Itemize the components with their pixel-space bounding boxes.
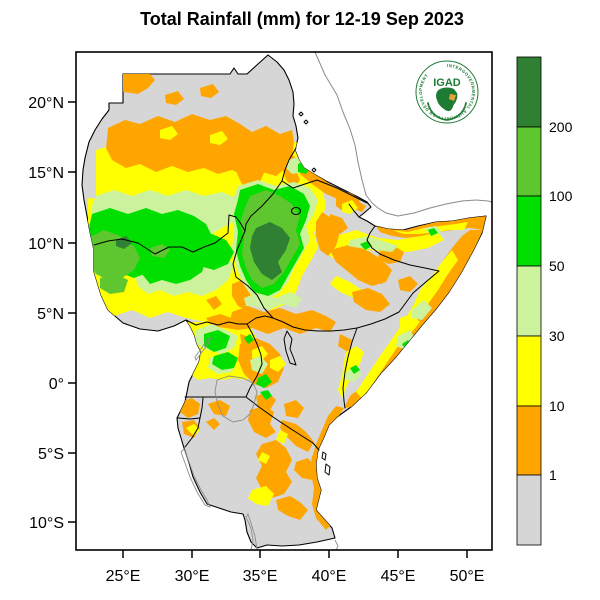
legend-label-30: 30 [549, 328, 565, 344]
legend-swatch-yellow [516, 335, 542, 407]
x-axis-ticks [122, 550, 468, 558]
logo-laurel-left [427, 102, 448, 121]
legend-swatch-gray [516, 474, 542, 546]
page-title: Total Rainfall (mm) for 12-19 Sep 2023 [140, 9, 464, 29]
y-label: 0° [49, 376, 64, 393]
logo-outer-ring [415, 60, 479, 124]
rainfall-layer-yellow-over [160, 126, 468, 506]
x-label: 30°E [175, 568, 210, 585]
country-borders [93, 111, 440, 476]
legend-swatch-light-green [516, 265, 542, 337]
logo-acronym: IGAD [433, 77, 461, 89]
y-axis-ticks [68, 101, 76, 523]
legend-colorbar: 200 100 50 30 10 1 [516, 56, 573, 546]
x-label: 35°E [243, 568, 278, 585]
legend-label-10: 10 [549, 398, 565, 414]
x-axis-labels: 25°E 30°E 35°E 40°E 45°E 50°E [106, 568, 485, 585]
y-label: 10°S [29, 515, 64, 532]
x-label: 40°E [312, 568, 347, 585]
y-label: 5°N [37, 306, 64, 323]
legend-label-50: 50 [549, 258, 565, 274]
x-label: 25°E [106, 568, 141, 585]
x-label: 45°E [381, 568, 416, 585]
logo-africa-shape [436, 87, 458, 112]
logo-laurel-right [446, 102, 467, 121]
map-frame [75, 51, 493, 551]
igad-logo: INTERGOVERNMENTAL AUTHORITY ON DEVELOPME… [413, 58, 481, 126]
legend-label-200: 200 [549, 119, 573, 135]
legend-swatch-dark-green [516, 56, 542, 128]
x-label: 50°E [450, 568, 485, 585]
y-axis-labels: 20°N 15°N 10°N 5°N 0° 5°S 10°S [28, 95, 64, 532]
y-label: 5°S [38, 446, 64, 463]
lakes-outlines [180, 336, 339, 550]
legend-label-100: 100 [549, 188, 573, 204]
arabian-coastline [314, 52, 492, 217]
legend-swatch-bright-green [516, 195, 542, 267]
legend-swatch-medium-green [516, 126, 542, 197]
logo-igad-region-highlight [449, 94, 456, 101]
legend-swatch-orange [516, 405, 542, 476]
y-label: 10°N [28, 236, 64, 253]
y-label: 20°N [28, 95, 64, 112]
y-label: 15°N [28, 165, 64, 182]
legend-label-1: 1 [549, 467, 557, 483]
